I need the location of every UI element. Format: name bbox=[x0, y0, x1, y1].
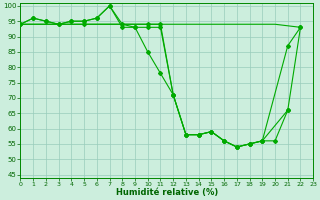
X-axis label: Humidité relative (%): Humidité relative (%) bbox=[116, 188, 218, 197]
